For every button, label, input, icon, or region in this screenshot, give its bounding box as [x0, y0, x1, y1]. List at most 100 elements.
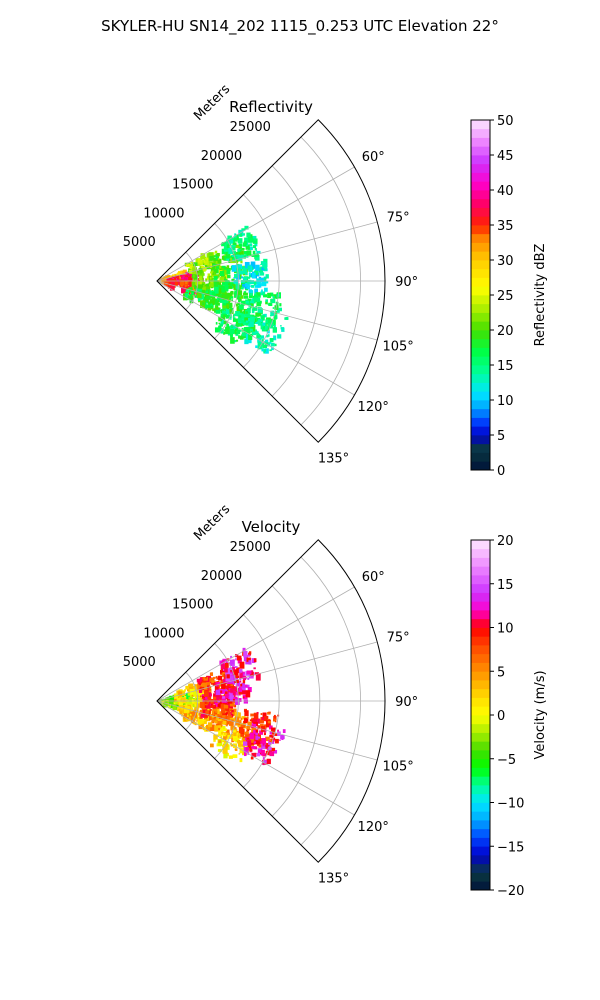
colorbar-segment: [471, 653, 490, 663]
panel-title: Velocity: [242, 518, 301, 536]
echo-blob: [221, 225, 261, 262]
colorbar-segment: [471, 408, 490, 418]
colorbar: −20 −15 −10 −5 0 5 10 15 20 Velocity (m/s): [470, 534, 548, 899]
range-tick-label: 20000: [201, 149, 242, 164]
colorbar-segment: [471, 181, 490, 191]
azimuth-tick-label: 75°: [387, 210, 410, 225]
colorbar-segment: [471, 758, 490, 768]
colorbar-segment: [471, 373, 490, 383]
colorbar-segment: [471, 627, 490, 637]
azimuth-tick-label: 75°: [387, 630, 410, 645]
colorbar-tick-label: 5: [497, 429, 505, 444]
colorbar-segment: [471, 557, 490, 567]
colorbar-segment: [471, 881, 490, 891]
colorbar-segment: [471, 741, 490, 751]
polar-grid: [156, 136, 385, 443]
colorbar-tick-label: 10: [497, 394, 514, 409]
colorbar-segment: [471, 723, 490, 733]
echo-blob: [214, 676, 252, 705]
colorbar-segment: [471, 146, 490, 156]
azimuth-tick-label: 90°: [395, 275, 418, 290]
colorbar-segment: [471, 216, 490, 226]
colorbar-segment: [471, 566, 490, 576]
sector-outline: [156, 119, 386, 443]
colorbar-segment: [471, 811, 490, 821]
colorbar-segment: [471, 855, 490, 865]
colorbar-segment: [471, 443, 490, 453]
colorbar-segment: [471, 776, 490, 786]
colorbar-segment: [471, 837, 490, 847]
range-tick-label: 5000: [123, 235, 156, 250]
azimuth-tick-label: 105°: [382, 760, 413, 775]
colorbar-segment: [471, 417, 490, 427]
reflectivity-panel: Reflectivity60°75°90°105°120°135°5000100…: [123, 82, 548, 479]
colorbar-segment: [471, 592, 490, 602]
colorbar-segment: [471, 575, 490, 585]
range-tick-label: 25000: [230, 540, 271, 555]
colorbar-tick-label: 5: [497, 665, 505, 680]
echo-blob: [219, 647, 261, 684]
colorbar-tick-label: 30: [497, 254, 514, 269]
colorbar-tick-label: 0: [497, 464, 505, 479]
colorbar-segment: [471, 452, 490, 462]
azimuth-spoke: [156, 586, 355, 702]
azimuth-tick-label: 105°: [382, 340, 413, 355]
colorbar-segment: [471, 338, 490, 348]
colorbar-segment: [471, 706, 490, 716]
colorbar-segment: [471, 715, 490, 725]
colorbar-segment: [471, 128, 490, 138]
azimuth-tick-label: 90°: [395, 695, 418, 710]
colorbar-segment: [471, 802, 490, 812]
colorbar-segment: [471, 382, 490, 392]
colorbar-segment: [471, 303, 490, 313]
colorbar-segment: [471, 618, 490, 628]
colorbar-segment: [471, 820, 490, 830]
colorbar-tick-label: 40: [497, 184, 514, 199]
colorbar-label: Reflectivity dBZ: [533, 244, 548, 347]
range-axis-label: Meters: [191, 82, 233, 124]
colorbar-segment: [471, 636, 490, 646]
colorbar-segment: [471, 435, 490, 445]
echo-field: [157, 225, 289, 354]
azimuth-spoke: [156, 700, 378, 761]
colorbar-segment: [471, 198, 490, 208]
colorbar-segment: [471, 540, 490, 550]
colorbar-segment: [471, 767, 490, 777]
colorbar-tick-label: 20: [497, 534, 514, 549]
range-tick-label: 10000: [143, 626, 184, 641]
azimuth-spoke: [156, 221, 378, 282]
colorbar-tick-label: 50: [497, 114, 514, 129]
echo-blob: [241, 307, 289, 354]
figure-title: SKYLER-HU SN14_202 1115_0.253 UTC Elevat…: [101, 17, 499, 36]
azimuth-tick-label: 60°: [362, 150, 385, 165]
echo-blob: [231, 258, 269, 296]
colorbar-segment: [471, 391, 490, 401]
colorbar-segment: [471, 610, 490, 620]
sector-outline: [156, 539, 386, 863]
azimuth-tick-label: 60°: [362, 570, 385, 585]
colorbar-tick-label: 35: [497, 219, 514, 234]
colorbar-segment: [471, 872, 490, 882]
colorbar-segment: [471, 207, 490, 217]
colorbar-tick-label: −20: [497, 884, 524, 899]
azimuth-spoke: [156, 280, 378, 341]
azimuth-spoke: [156, 641, 378, 702]
colorbar-segment: [471, 863, 490, 873]
colorbar-segment: [471, 583, 490, 593]
colorbar-segment: [471, 225, 490, 235]
colorbar-segment: [471, 120, 490, 130]
colorbar-segment: [471, 277, 490, 287]
colorbar-segment: [471, 347, 490, 357]
colorbar-label: Velocity (m/s): [533, 670, 548, 759]
colorbar-segment: [471, 365, 490, 375]
azimuth-spoke: [156, 700, 355, 816]
colorbar-segment: [471, 671, 490, 681]
colorbar-segment: [471, 828, 490, 838]
colorbar-segment: [471, 461, 490, 471]
colorbar-segment: [471, 312, 490, 322]
colorbar-segment: [471, 251, 490, 261]
azimuth-spoke: [156, 280, 355, 396]
colorbar-tick-label: 25: [497, 289, 514, 304]
colorbar-segment: [471, 662, 490, 672]
